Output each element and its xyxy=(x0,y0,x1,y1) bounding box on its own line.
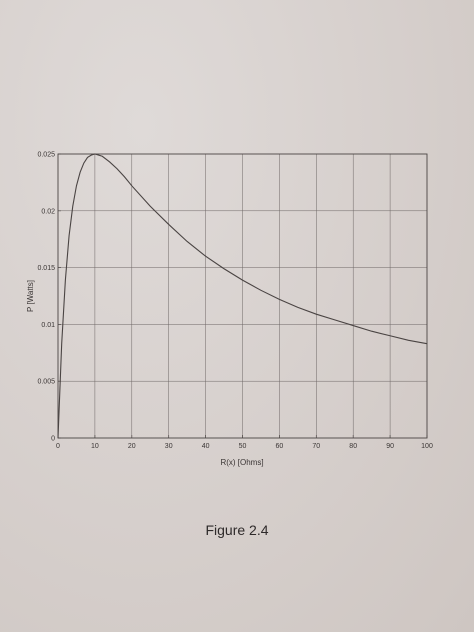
y-tick-labels: 0 0.005 0.01 0.015 0.02 0.025 xyxy=(37,152,55,443)
x-tick-label: 90 xyxy=(386,443,394,450)
y-tick-label: 0.005 xyxy=(37,379,55,386)
x-tick-label: 10 xyxy=(91,443,99,450)
ticks xyxy=(57,153,428,439)
grid xyxy=(58,154,427,438)
x-tick-label: 70 xyxy=(312,443,320,450)
y-tick-label: 0 xyxy=(51,436,55,443)
x-tick-label: 50 xyxy=(239,443,247,450)
x-tick-label: 20 xyxy=(128,443,136,450)
x-tick-label: 80 xyxy=(349,443,357,450)
x-tick-labels: 0 10 20 30 40 50 60 70 80 90 100 xyxy=(56,443,433,450)
y-tick-label: 0.01 xyxy=(41,322,55,329)
y-tick-label: 0.02 xyxy=(41,208,55,215)
x-tick-label: 60 xyxy=(276,443,284,450)
x-tick-label: 0 xyxy=(56,443,60,450)
y-tick-label: 0.025 xyxy=(37,152,55,159)
x-tick-label: 100 xyxy=(421,443,433,450)
figure-caption: Figure 2.4 xyxy=(205,522,269,538)
power-curve-line xyxy=(57,153,428,439)
x-tick-label: 30 xyxy=(165,443,173,450)
y-tick-label: 0.015 xyxy=(37,265,55,272)
x-axis-label: R(x) [Ohms] xyxy=(220,458,263,467)
x-tick-label: 40 xyxy=(202,443,210,450)
y-axis-label: P [Watts] xyxy=(26,280,35,312)
